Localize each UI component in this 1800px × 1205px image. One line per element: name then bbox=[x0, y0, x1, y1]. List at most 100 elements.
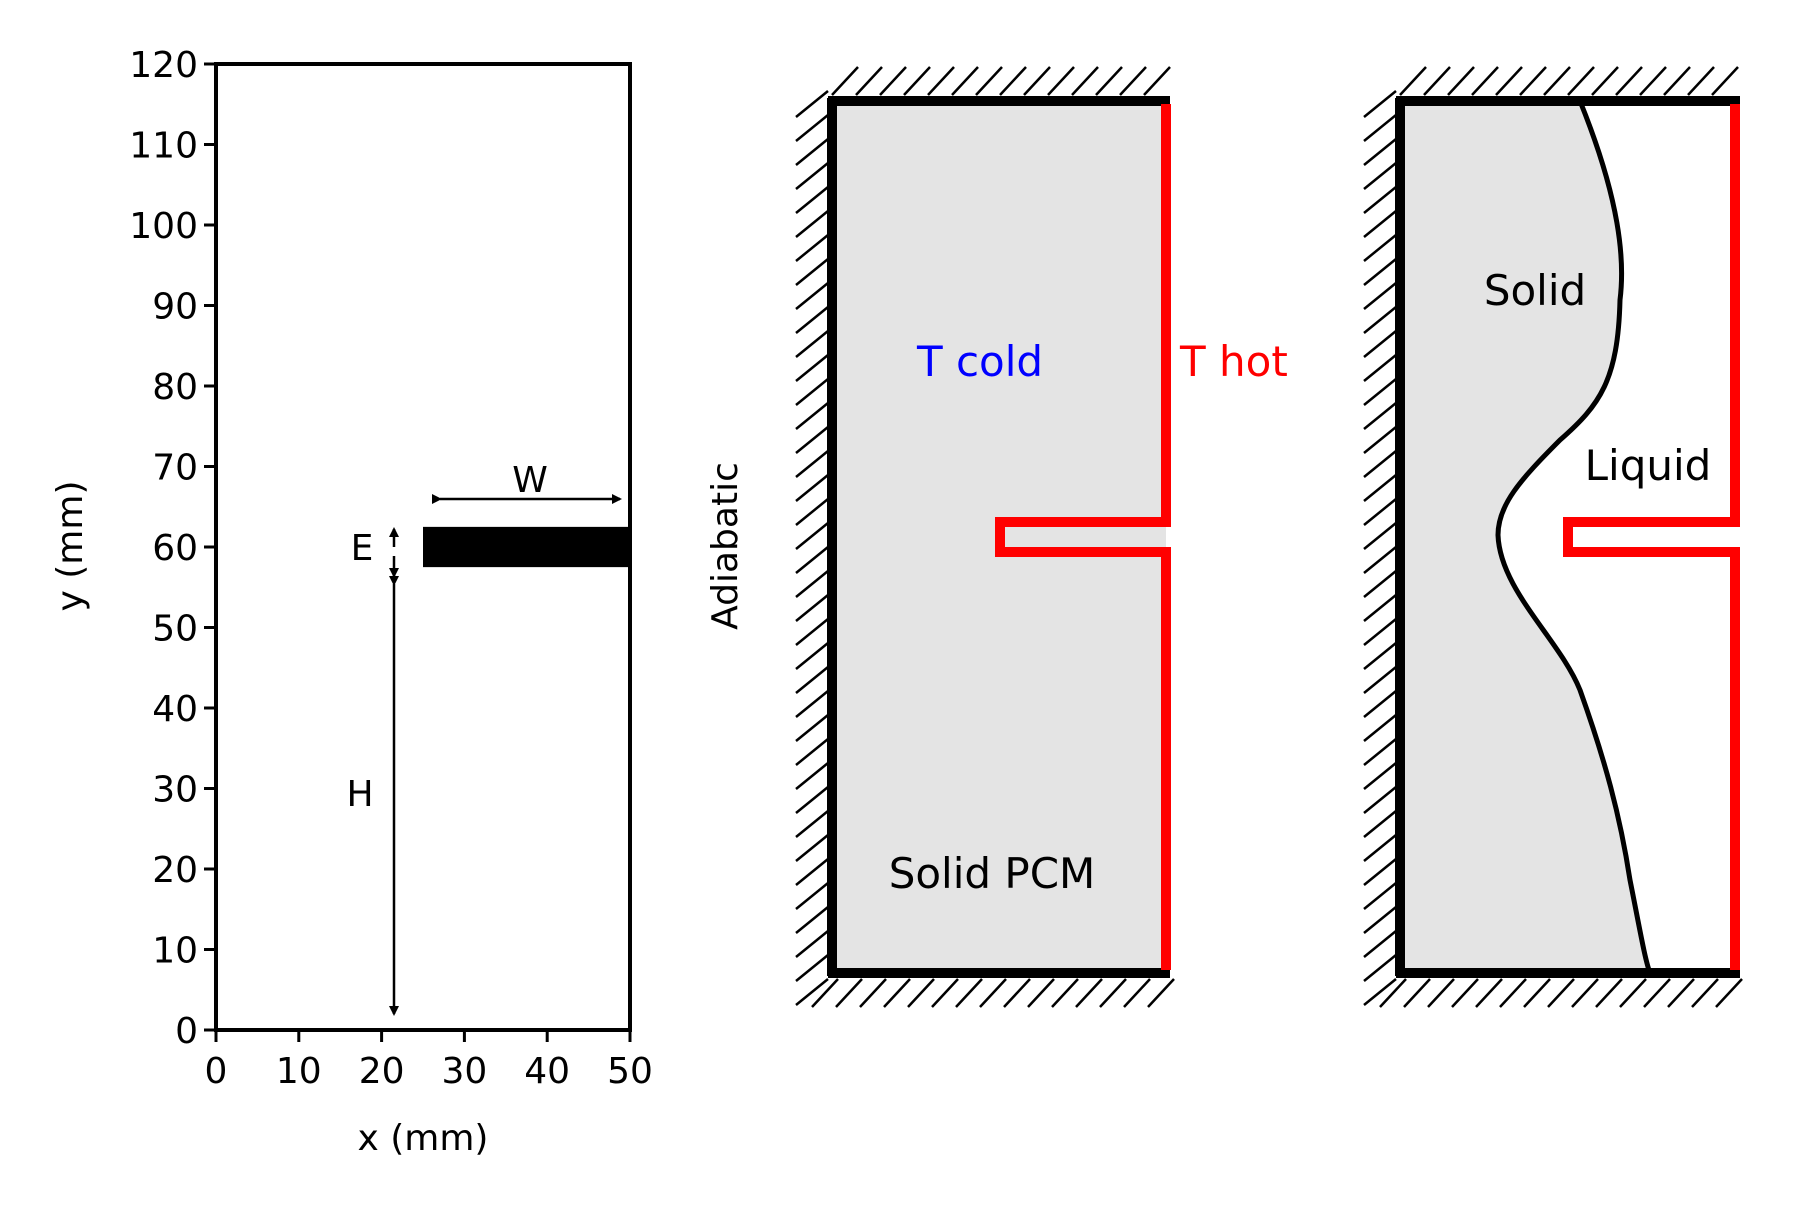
solid-region bbox=[1400, 101, 1650, 973]
hatch-line bbox=[1595, 978, 1623, 1008]
x-axis-label: x (mm) bbox=[358, 1118, 489, 1159]
hatch-line bbox=[795, 978, 829, 1006]
y-tick-label: 0 bbox=[175, 1011, 198, 1052]
hatch-line bbox=[1023, 66, 1051, 96]
hatch-line bbox=[1523, 978, 1551, 1008]
hatch-line bbox=[1639, 66, 1667, 96]
y-axis-ticks: 0 10 20 30 40 50 60 70 80 90 100 110 120 bbox=[129, 45, 216, 1052]
hatch-line bbox=[795, 762, 829, 790]
hatch-line bbox=[1363, 858, 1397, 886]
geometry-panel: 0 10 20 30 40 50 0 10 20 30 40 50 60 70 80 90 100 110 120… bbox=[50, 45, 653, 1159]
hatch-line bbox=[1363, 666, 1397, 694]
hatch-line bbox=[927, 66, 955, 96]
hatch-line bbox=[1451, 978, 1479, 1008]
hatch-line bbox=[859, 978, 887, 1008]
hatch-line bbox=[795, 954, 829, 982]
hatch-line bbox=[855, 66, 883, 96]
hatch-line bbox=[1363, 930, 1397, 958]
y-axis-label: y (mm) bbox=[50, 481, 91, 612]
hatch-line bbox=[1075, 978, 1103, 1008]
t-cold-label: T cold bbox=[916, 337, 1043, 386]
hatch-line bbox=[979, 978, 1007, 1008]
hatch-line bbox=[1363, 138, 1397, 166]
hatch-line bbox=[1363, 330, 1397, 358]
hatch-line bbox=[795, 906, 829, 934]
hatch-line bbox=[1499, 978, 1527, 1008]
hatch-line bbox=[1423, 66, 1451, 96]
x-tick-label: 20 bbox=[359, 1051, 405, 1092]
y-tick-label: 50 bbox=[152, 609, 198, 650]
hatch-line bbox=[1363, 762, 1397, 790]
hatch-line bbox=[1363, 546, 1397, 574]
hatch-line bbox=[1363, 522, 1397, 550]
hatch-line bbox=[795, 690, 829, 718]
hatch-line bbox=[1363, 258, 1397, 286]
hatch-line bbox=[907, 978, 935, 1008]
hatch-line bbox=[1567, 66, 1595, 96]
hatch-line bbox=[1099, 978, 1127, 1008]
hatch-line bbox=[1363, 186, 1397, 214]
hatch-line bbox=[795, 282, 829, 310]
hatch-line bbox=[999, 66, 1027, 96]
hatch-line bbox=[1403, 978, 1431, 1008]
hatch-line bbox=[1591, 66, 1619, 96]
hatch-line bbox=[1363, 114, 1397, 142]
adiabatic-hatching bbox=[795, 66, 1175, 1008]
hatch-line bbox=[1071, 66, 1099, 96]
hatch-line bbox=[903, 66, 931, 96]
hatch-line bbox=[1363, 210, 1397, 238]
liquid-label: Liquid bbox=[1585, 441, 1712, 490]
hatch-line bbox=[795, 258, 829, 286]
hatch-line bbox=[1475, 978, 1503, 1008]
hatch-line bbox=[795, 90, 829, 118]
hatch-line bbox=[1363, 378, 1397, 406]
hatch-line bbox=[795, 354, 829, 382]
hatch-line bbox=[1363, 594, 1397, 622]
solid-pcm-label: Solid PCM bbox=[889, 849, 1096, 898]
hatch-line bbox=[1363, 810, 1397, 838]
hatch-line bbox=[1363, 978, 1397, 1006]
hatch-line bbox=[831, 66, 859, 96]
hatch-line bbox=[1363, 906, 1397, 934]
y-tick-label: 30 bbox=[152, 770, 198, 811]
hatch-line bbox=[1363, 786, 1397, 814]
e-dimension-label: E bbox=[351, 528, 374, 569]
hatch-line bbox=[1363, 834, 1397, 862]
w-dimension-label: W bbox=[512, 460, 548, 501]
hatch-line bbox=[1363, 618, 1397, 646]
x-axis-ticks: 0 10 20 30 40 50 bbox=[205, 1030, 653, 1092]
hatch-line bbox=[883, 978, 911, 1008]
fin bbox=[423, 526, 630, 568]
hatch-line bbox=[795, 618, 829, 646]
hatch-line bbox=[795, 138, 829, 166]
hatch-line bbox=[1363, 354, 1397, 382]
hatch-line bbox=[879, 66, 907, 96]
hatch-line bbox=[795, 738, 829, 766]
hatch-line bbox=[795, 186, 829, 214]
hot-wall-with-fin bbox=[995, 104, 1171, 970]
hatch-line bbox=[795, 306, 829, 334]
hatch-line bbox=[795, 210, 829, 238]
hatch-line bbox=[1643, 978, 1671, 1008]
y-tick-label: 90 bbox=[152, 287, 198, 328]
hatch-line bbox=[795, 666, 829, 694]
hatch-line bbox=[1543, 66, 1571, 96]
hot-wall-with-fin-right bbox=[1563, 104, 1740, 970]
hatch-line bbox=[1427, 978, 1455, 1008]
hatch-line bbox=[795, 642, 829, 670]
hatch-line bbox=[795, 450, 829, 478]
x-tick-label: 30 bbox=[441, 1051, 487, 1092]
hatch-line bbox=[795, 114, 829, 142]
hatch-line bbox=[1363, 450, 1397, 478]
hatch-line bbox=[1047, 66, 1075, 96]
adiabatic-label: Adiabatic bbox=[705, 462, 746, 630]
hatch-line bbox=[795, 594, 829, 622]
hatch-line bbox=[1363, 954, 1397, 982]
hatch-line bbox=[1003, 978, 1031, 1008]
x-tick-label: 40 bbox=[524, 1051, 570, 1092]
hatch-line bbox=[1711, 66, 1739, 96]
hatch-line bbox=[795, 714, 829, 742]
hatch-line bbox=[1363, 714, 1397, 742]
hatch-line bbox=[1363, 474, 1397, 502]
